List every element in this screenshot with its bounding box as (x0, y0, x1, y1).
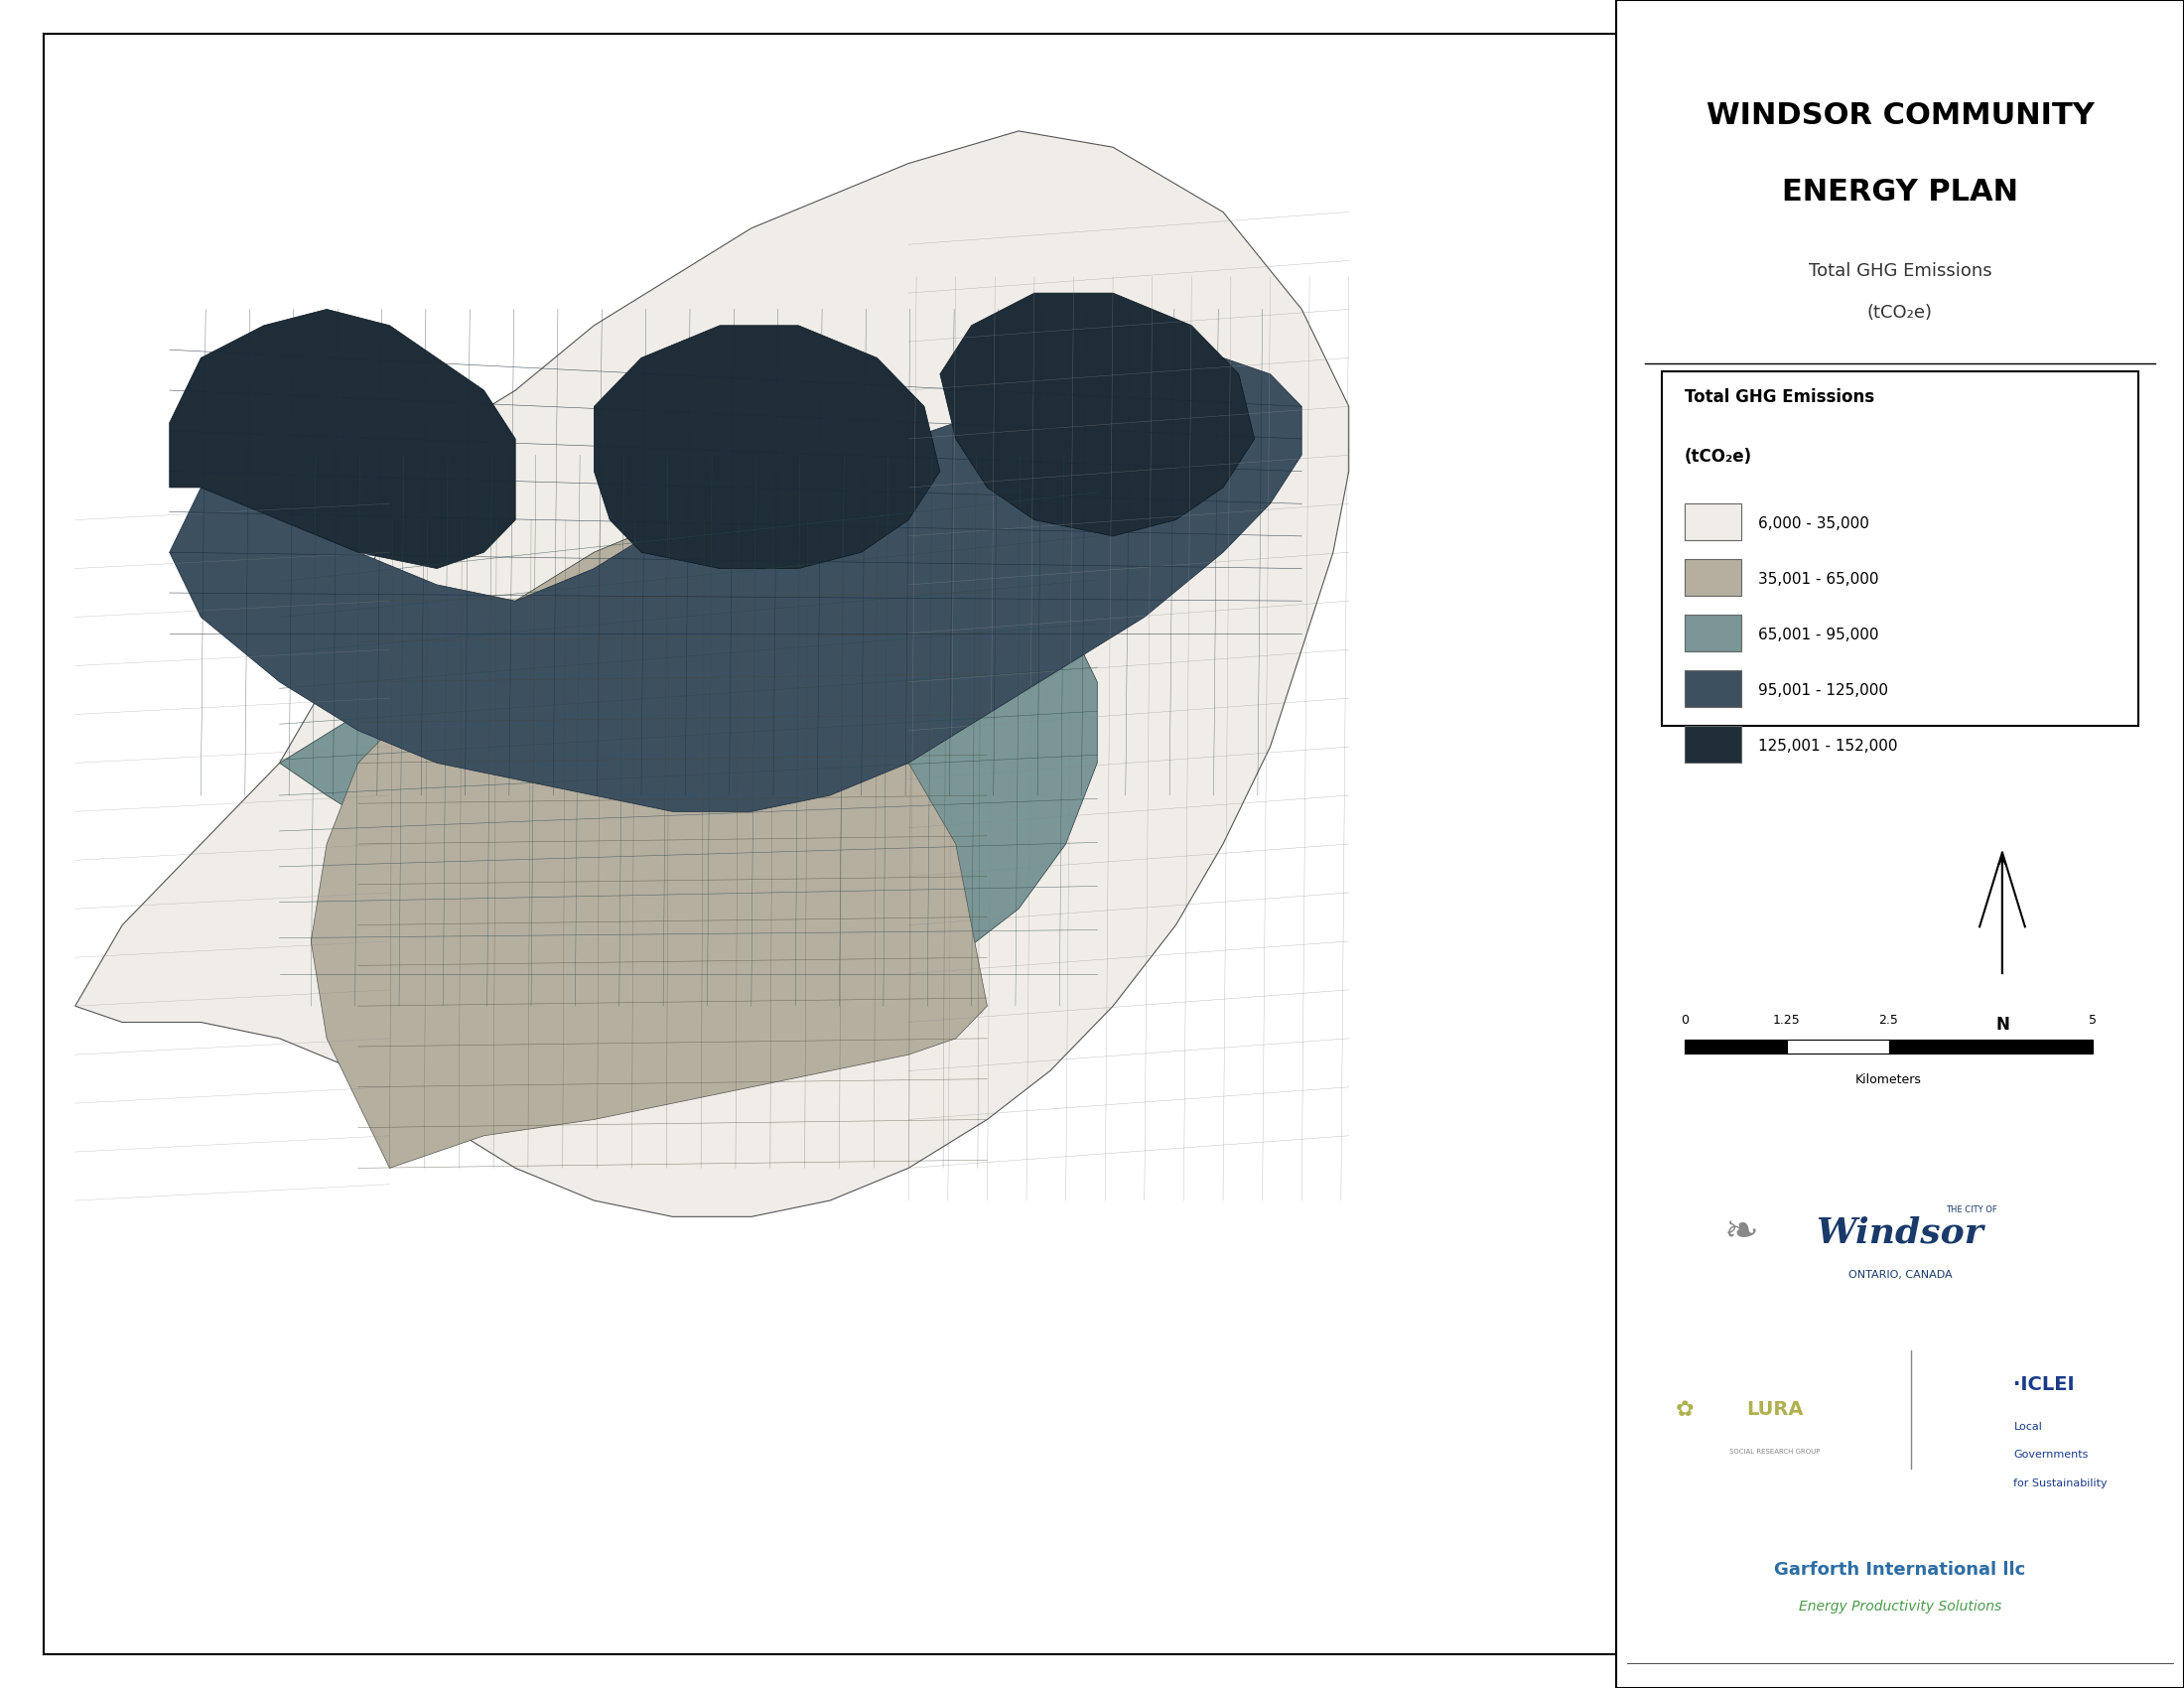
Text: 2.5: 2.5 (1878, 1013, 1898, 1026)
Polygon shape (310, 520, 987, 1168)
Text: Local: Local (2014, 1421, 2042, 1431)
Text: Windsor: Windsor (1817, 1215, 1983, 1249)
Text: (tCO₂e): (tCO₂e) (1867, 304, 1933, 322)
Text: Total GHG Emissions: Total GHG Emissions (1808, 262, 1992, 280)
Text: Total GHG Emissions: Total GHG Emissions (1684, 388, 1874, 407)
Text: 1.25: 1.25 (1773, 1013, 1800, 1026)
Polygon shape (280, 471, 1096, 1006)
Polygon shape (939, 294, 1254, 537)
FancyBboxPatch shape (1662, 371, 2138, 726)
Text: 125,001 - 152,000: 125,001 - 152,000 (1758, 739, 1898, 753)
Text: ONTARIO, CANADA: ONTARIO, CANADA (1848, 1269, 1952, 1280)
Text: THE CITY OF: THE CITY OF (1946, 1205, 1996, 1215)
Text: Energy Productivity Solutions: Energy Productivity Solutions (1800, 1600, 2001, 1614)
Text: ·ICLEI: ·ICLEI (2014, 1374, 2075, 1394)
Text: ✿: ✿ (1675, 1399, 1693, 1420)
Polygon shape (74, 132, 1350, 1217)
Text: Kilometers: Kilometers (1856, 1074, 1922, 1087)
Text: Governments: Governments (2014, 1450, 2088, 1460)
Text: 95,001 - 125,000: 95,001 - 125,000 (1758, 684, 1889, 697)
Text: ENERGY PLAN: ENERGY PLAN (1782, 177, 2018, 206)
FancyBboxPatch shape (1684, 559, 1741, 596)
Text: for Sustainability: for Sustainability (2014, 1479, 2108, 1489)
FancyBboxPatch shape (1684, 614, 1741, 652)
FancyBboxPatch shape (1684, 1040, 1787, 1053)
Text: N: N (1996, 1016, 2009, 1033)
Text: Garforth International llc: Garforth International llc (1773, 1561, 2027, 1578)
Text: SOCIAL RESEARCH GROUP: SOCIAL RESEARCH GROUP (1730, 1448, 1821, 1455)
Text: WINDSOR COMMUNITY: WINDSOR COMMUNITY (1706, 101, 2094, 130)
FancyBboxPatch shape (1684, 670, 1741, 707)
Polygon shape (170, 309, 515, 569)
Text: ❧: ❧ (1723, 1212, 1758, 1252)
Text: 6,000 - 35,000: 6,000 - 35,000 (1758, 517, 1870, 530)
Polygon shape (170, 358, 1302, 812)
FancyBboxPatch shape (1684, 726, 1741, 763)
Text: (tCO₂e): (tCO₂e) (1684, 447, 1752, 466)
Text: 65,001 - 95,000: 65,001 - 95,000 (1758, 628, 1878, 641)
Text: 0: 0 (1679, 1013, 1688, 1026)
Text: 35,001 - 65,000: 35,001 - 65,000 (1758, 572, 1878, 586)
FancyBboxPatch shape (1684, 503, 1741, 540)
FancyBboxPatch shape (1889, 1040, 2092, 1053)
Polygon shape (594, 326, 939, 569)
Text: LURA: LURA (1747, 1399, 1804, 1420)
FancyBboxPatch shape (1787, 1040, 1889, 1053)
Text: 5: 5 (2090, 1013, 2097, 1026)
